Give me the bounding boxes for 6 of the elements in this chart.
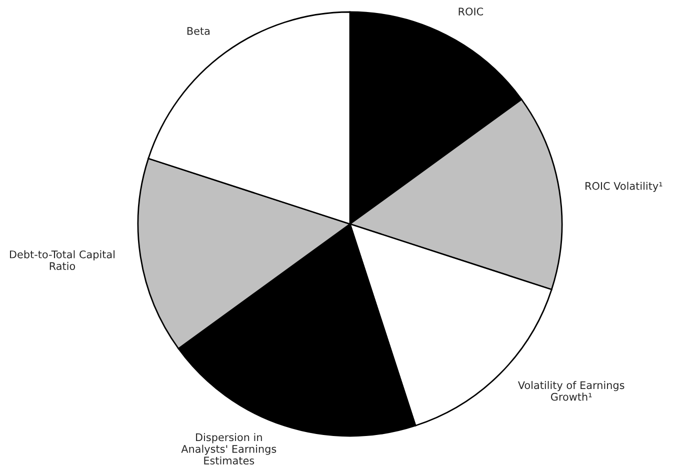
slice-label: Dispersion in Analysts' Earnings Estimates (181, 433, 276, 465)
slice-label: Debt-to-Total Capital Ratio (10, 250, 115, 270)
slice-label: ROIC (458, 8, 484, 16)
slice-label: Beta (187, 27, 210, 35)
slice-label: Volatility of Earnings Growth¹ (518, 381, 624, 401)
slice-label: ROIC Volatility¹ (586, 182, 662, 192)
